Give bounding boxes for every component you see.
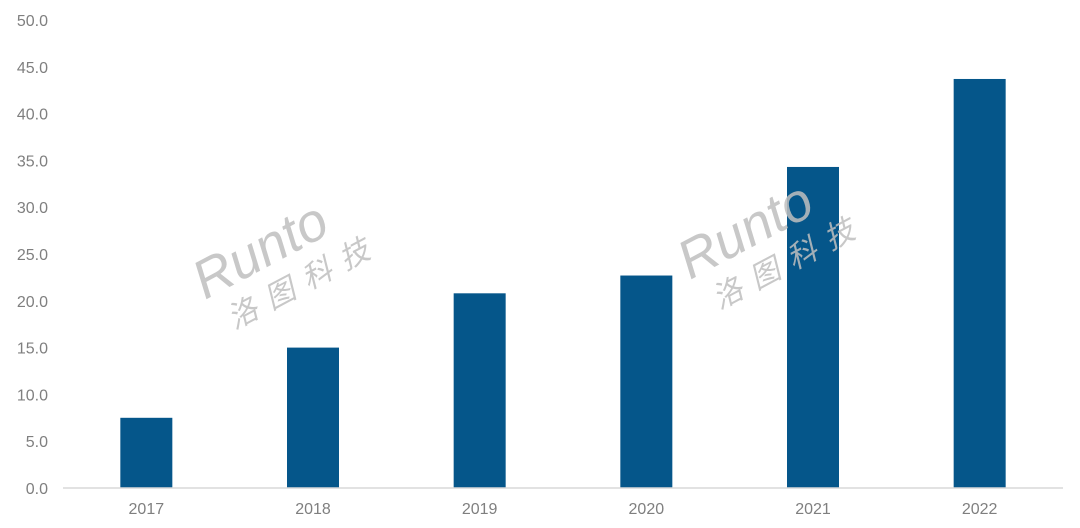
y-tick-label: 0.0 — [26, 481, 48, 498]
bar-2017 — [120, 417, 173, 488]
x-tick-label: 2022 — [962, 501, 998, 518]
y-tick-label: 45.0 — [17, 60, 48, 77]
x-tick-label: 2018 — [295, 501, 331, 518]
y-tick-label: 25.0 — [17, 247, 48, 264]
bar-2018 — [287, 347, 339, 488]
bar-2021 — [787, 166, 839, 488]
bars — [120, 78, 1006, 488]
y-tick-label: 30.0 — [17, 200, 48, 217]
bar-2020 — [620, 275, 673, 488]
bar-2019 — [453, 293, 506, 488]
y-axis-ticks: 0.0 5.0 10.0 15.0 20.0 25.0 30.0 35.0 40.0 45.0 50… — [17, 13, 48, 498]
x-tick-label: 2019 — [462, 501, 498, 518]
x-axis-ticks: 2017 2018 2019 2020 2021 2022 — [129, 501, 998, 518]
y-tick-label: 50.0 — [17, 13, 48, 30]
y-tick-label: 15.0 — [17, 341, 48, 358]
y-tick-label: 40.0 — [17, 107, 48, 124]
x-tick-label: 2021 — [795, 501, 831, 518]
x-tick-label: 2020 — [629, 501, 665, 518]
watermark: Runto 洛图科技 Runto 洛图科技 — [182, 170, 871, 336]
y-tick-label: 5.0 — [26, 434, 48, 451]
bar-2022 — [953, 78, 1006, 488]
y-tick-label: 20.0 — [17, 294, 48, 311]
y-tick-label: 10.0 — [17, 387, 48, 404]
x-tick-label: 2017 — [129, 501, 165, 518]
y-tick-label: 35.0 — [17, 153, 48, 170]
